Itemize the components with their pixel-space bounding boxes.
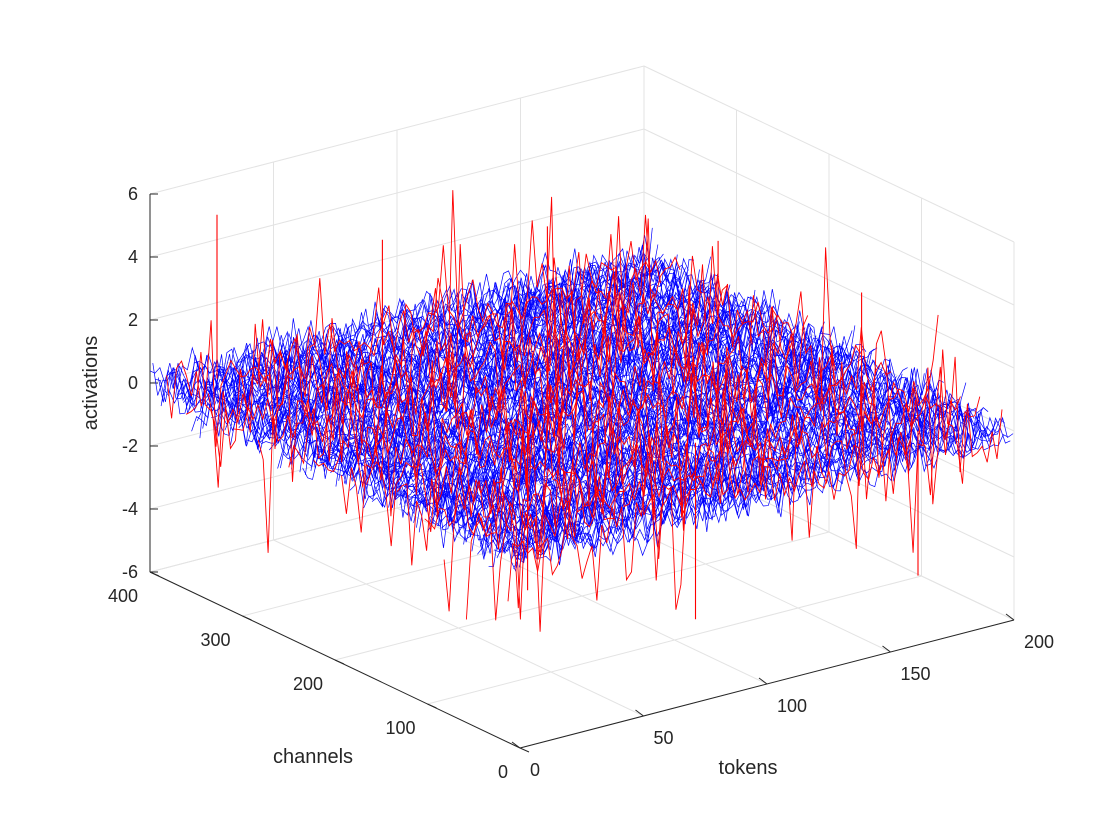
wall-gridline <box>149 443 645 573</box>
outlier-channel-trace <box>424 373 920 530</box>
channel-trace <box>282 289 778 467</box>
wall-gridline <box>149 254 645 384</box>
wall-gridline <box>643 191 1015 369</box>
channel-trace <box>246 293 742 444</box>
z-tick-label: 4 <box>128 247 138 267</box>
x-tick-label: 150 <box>901 664 931 684</box>
y-tick <box>427 703 437 709</box>
y-axis-label: channels <box>273 746 353 768</box>
tick-labels: -6 -4 -2 0 2 4 6 0 100 200 300 400 0 50 100 150 200 <box>108 184 1054 782</box>
channel-trace <box>230 279 725 446</box>
z-tick-label: -4 <box>122 499 138 519</box>
x-tick <box>758 677 768 685</box>
x-tick-label: 0 <box>530 760 540 780</box>
channel-trace <box>180 258 675 413</box>
channel-trace <box>499 412 994 560</box>
channel-trace <box>502 419 997 552</box>
wall-gridline <box>643 65 1015 243</box>
wall-gridline <box>149 191 645 321</box>
z-tick-label: 0 <box>128 373 138 393</box>
outlier-channel-trace <box>365 333 861 547</box>
floor-gridline <box>427 575 922 705</box>
channel-trace <box>188 266 684 412</box>
outlier-channel-trace <box>257 273 753 553</box>
x-tick <box>882 645 891 653</box>
y-tick-label: 300 <box>200 630 230 650</box>
channel-trace <box>169 253 664 407</box>
x-tick-label: 100 <box>777 696 807 716</box>
channel-trace <box>152 250 648 396</box>
channel-trace <box>263 295 759 444</box>
x-tick <box>1005 613 1015 621</box>
outlier-channel-trace <box>288 292 784 488</box>
z-tick-label: -6 <box>122 562 138 582</box>
channel-trace <box>260 289 756 445</box>
channel-trace <box>269 302 764 451</box>
wall-gridline <box>149 128 645 258</box>
y-tick <box>149 571 160 577</box>
series-outlier-channels <box>166 190 1003 632</box>
outlier-channel-trace <box>396 306 892 566</box>
outlier-channel-trace <box>507 349 1003 610</box>
x-tick <box>511 741 521 749</box>
channel-trace <box>515 415 1011 569</box>
axes <box>149 193 1015 753</box>
plot-area <box>149 190 1014 632</box>
wall-gridline <box>149 65 645 195</box>
z-axis-label: activations <box>80 336 102 431</box>
x-tick <box>635 709 644 717</box>
z-tick-label: 6 <box>128 184 138 204</box>
x-tick-label: 200 <box>1024 632 1054 652</box>
outlier-channel-trace <box>465 330 961 620</box>
z-tick-label: -2 <box>122 436 138 456</box>
channel-trace <box>155 235 650 402</box>
outlier-channel-trace <box>233 216 728 482</box>
y-tick-label: 400 <box>108 586 138 606</box>
outlier-channel-trace <box>341 247 836 533</box>
outlier-channel-trace <box>166 220 662 447</box>
y-tick <box>242 615 252 621</box>
channel-trace <box>266 296 761 450</box>
channel-trace <box>482 399 978 551</box>
channel-trace <box>249 291 745 455</box>
y-tick-label: 0 <box>498 762 508 782</box>
floor-gridline <box>334 531 830 661</box>
z-tick-label: 2 <box>128 310 138 330</box>
x-tick-label: 50 <box>654 728 674 748</box>
channel-trace <box>454 387 950 540</box>
wall-gridline <box>643 128 1015 306</box>
y-tick-label: 100 <box>385 718 415 738</box>
x-axis-label: tokens <box>719 757 778 779</box>
channel-trace <box>160 261 656 407</box>
y-tick-label: 200 <box>293 674 323 694</box>
y-tick <box>334 659 345 665</box>
y-tick <box>519 747 530 753</box>
channel-trace <box>243 288 739 439</box>
